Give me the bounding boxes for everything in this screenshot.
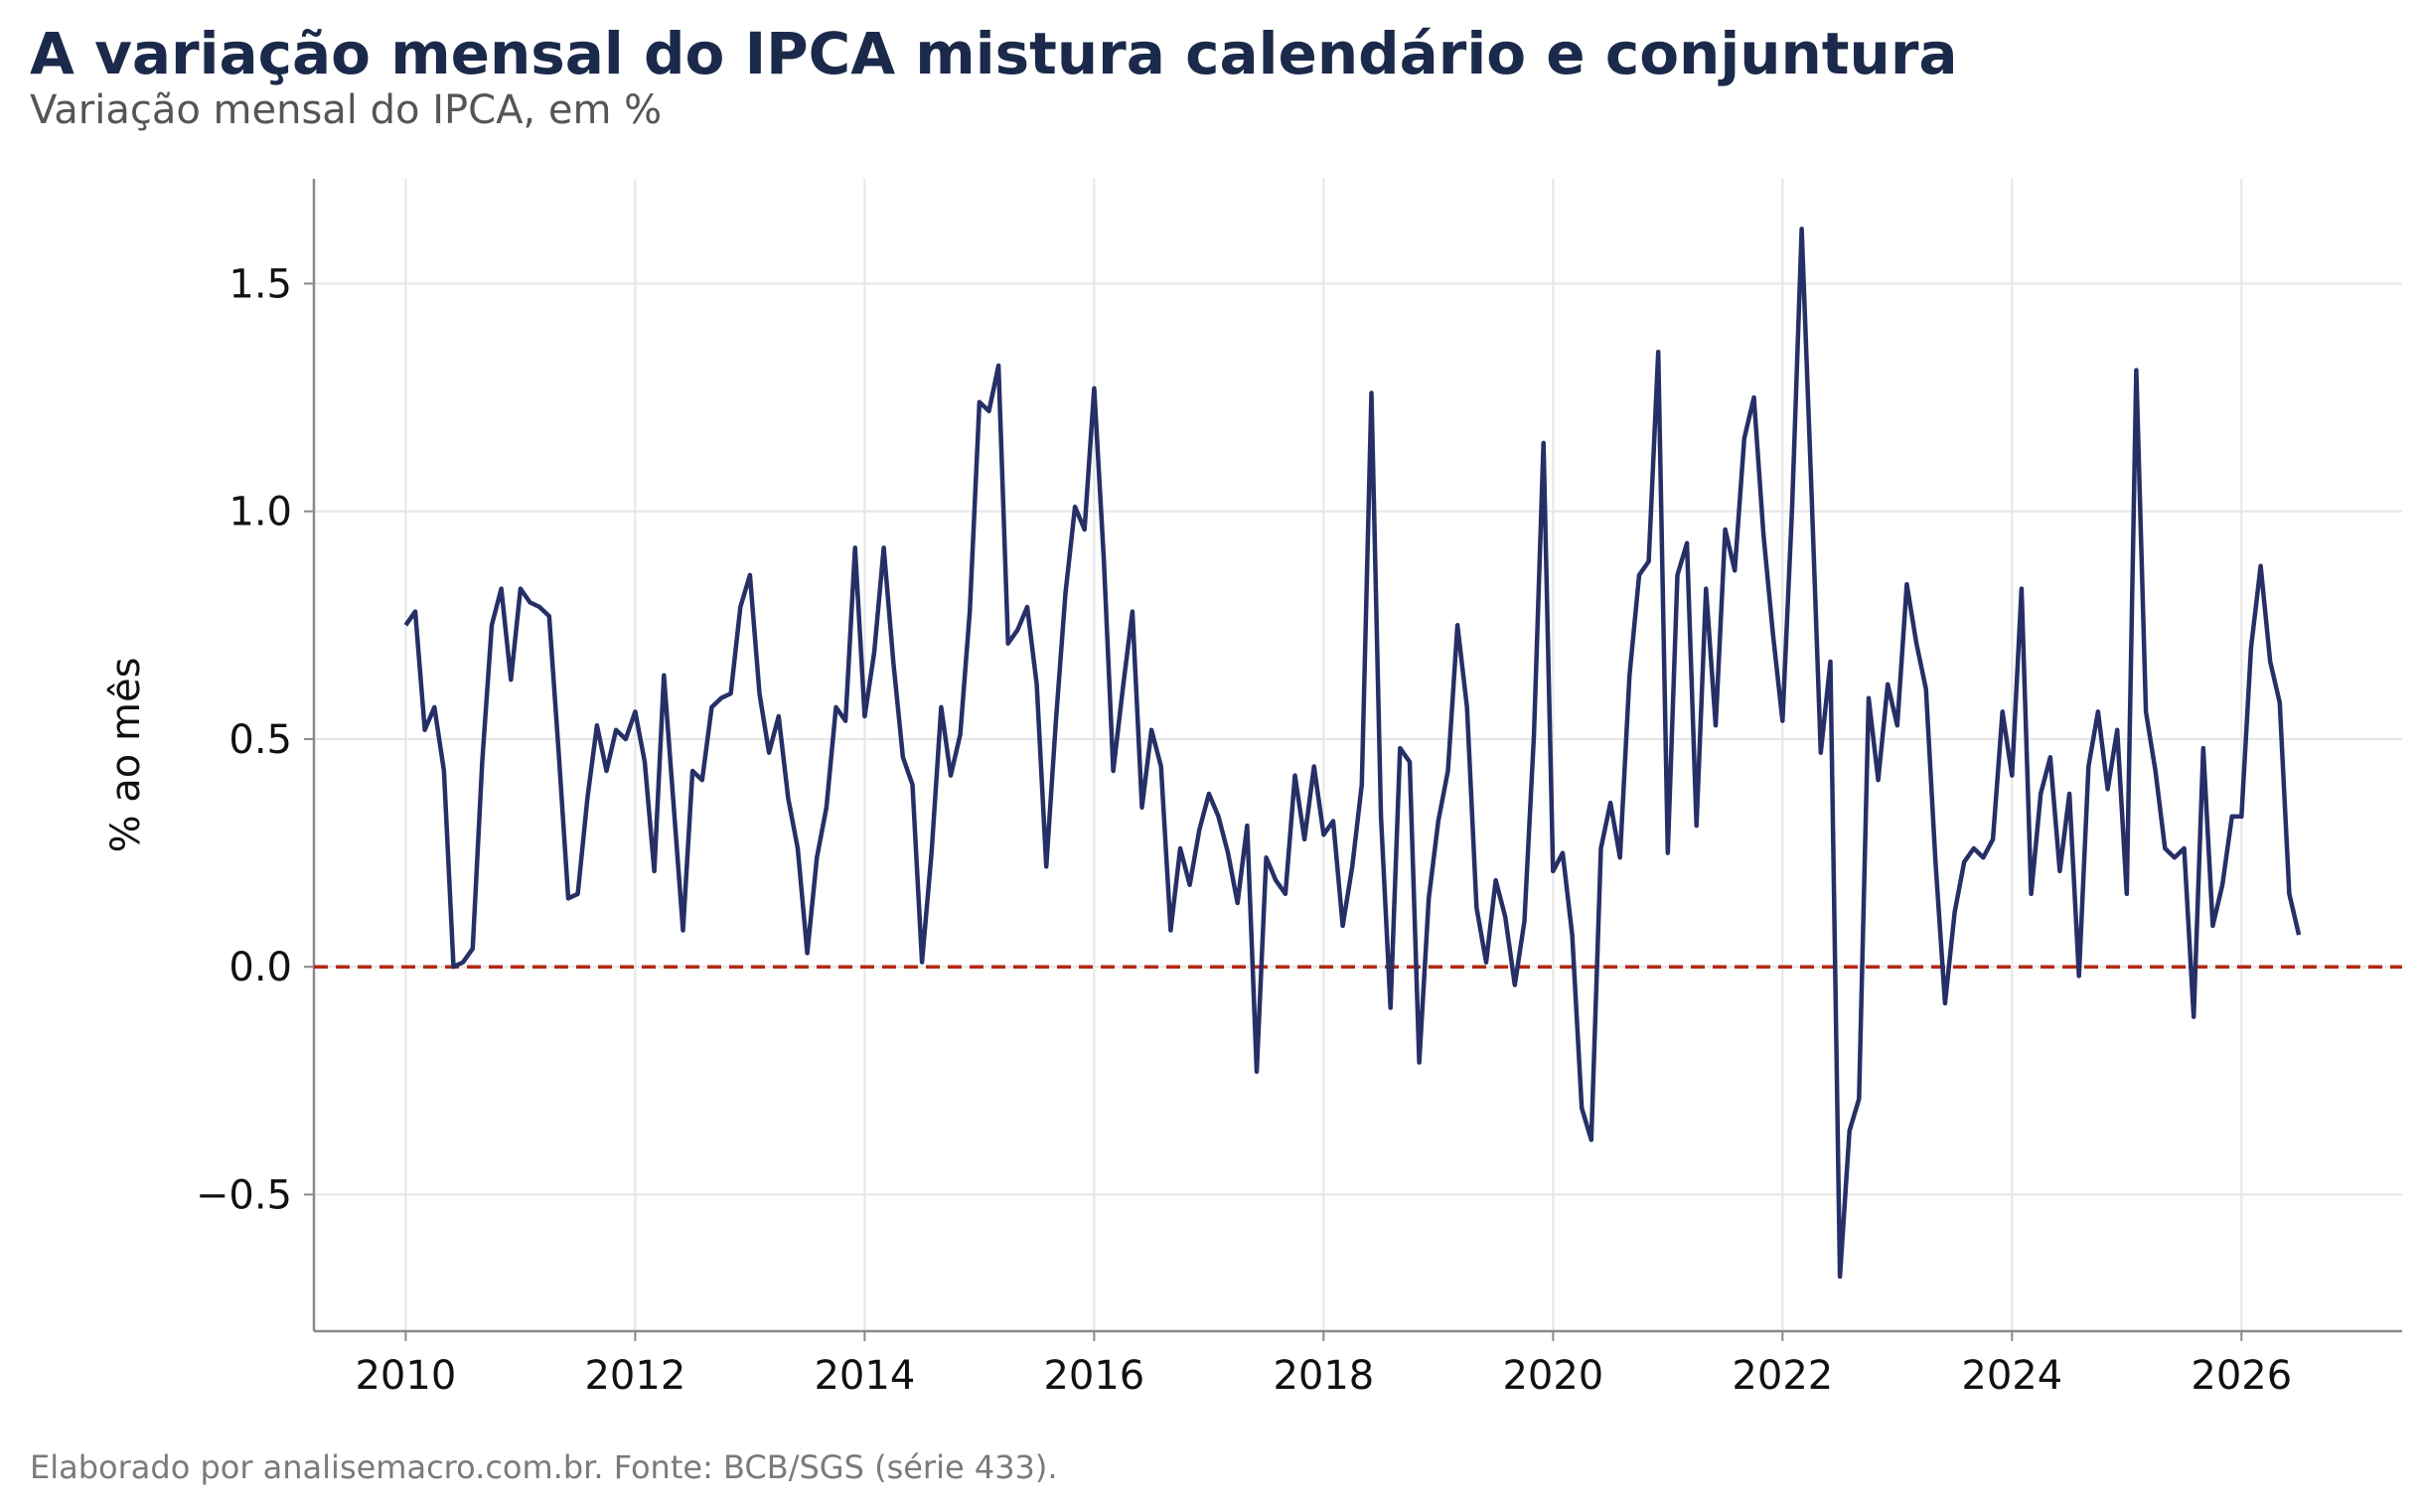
y-tick-label: 1.5 (228, 261, 292, 307)
y-axis-label: % ao mês (103, 658, 149, 853)
x-tick-label: 2012 (584, 1353, 685, 1399)
x-tick-label: 2018 (1273, 1353, 1374, 1399)
series-line-ipca (403, 227, 2302, 1280)
x-tick-label: 2014 (814, 1353, 915, 1399)
axes (304, 179, 2402, 1341)
x-tick-label: 2020 (1502, 1353, 1603, 1399)
x-tick-label: 2024 (1961, 1353, 2062, 1399)
x-tick-label: 2026 (2191, 1353, 2292, 1399)
x-tick-label: 2010 (355, 1353, 456, 1399)
y-tick-label: −0.5 (196, 1172, 292, 1218)
chart-subtitle: Variação mensal do IPCA, em % (30, 87, 663, 133)
y-tick-label: 1.0 (228, 490, 292, 535)
x-tick-label: 2022 (1732, 1353, 1833, 1399)
chart-title: A variação mensal do IPCA mistura calend… (30, 20, 1958, 87)
y-tick-label: 0.0 (228, 945, 292, 990)
x-tick-label: 2016 (1043, 1353, 1144, 1399)
source-caption: Elaborado por analisemacro.com.br. Fonte… (30, 1448, 1058, 1486)
y-tick-label: 0.5 (228, 717, 292, 763)
tick-labels: 2010 2012 2014 2016 2018 2020 2022 2024 2026 −0.5… (196, 261, 2292, 1399)
